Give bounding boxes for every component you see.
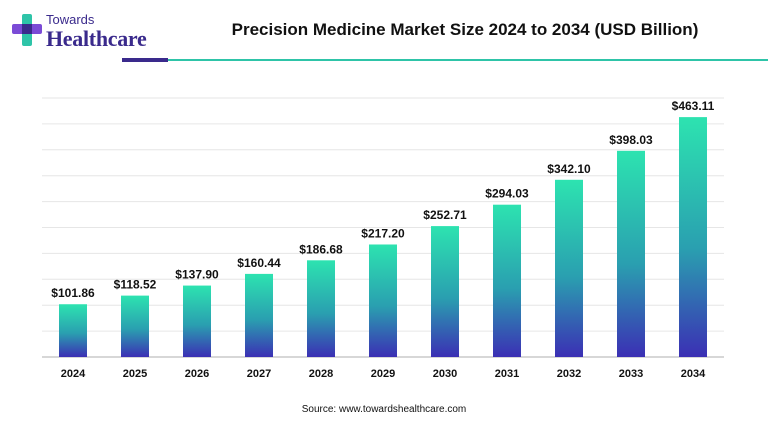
title-underline-accent [122, 58, 168, 62]
x-tick-labels: 2024 2025 2026 2027 2028 2029 2030 2031 2032 2033… [61, 368, 706, 380]
bar-2027 [245, 273, 273, 357]
bar-2034 [679, 117, 707, 358]
logo-cross-icon [12, 14, 42, 46]
bar-2033 [617, 150, 645, 357]
bar-2030 [431, 226, 459, 357]
bar-2032 [555, 179, 583, 357]
bar-2031 [493, 204, 521, 357]
x-tick-label-2031: 2031 [495, 368, 519, 380]
x-tick-label-2034: 2034 [681, 368, 706, 380]
title-underline [168, 59, 768, 61]
value-label-2030: $252.71 [423, 208, 467, 222]
bar-2028 [307, 260, 335, 357]
x-tick-label-2027: 2027 [247, 368, 271, 380]
chart-title: Precision Medicine Market Size 2024 to 2… [231, 20, 699, 39]
value-label-2025: $118.52 [114, 278, 157, 292]
bar-2024 [59, 304, 87, 357]
x-tick-label-2033: 2033 [619, 368, 643, 380]
source-note: Source: www.towardshealthcare.com [301, 404, 467, 415]
value-label-2031: $294.03 [485, 187, 529, 201]
bar-2029 [369, 244, 397, 357]
value-label-2028: $186.68 [299, 242, 343, 256]
bars [59, 117, 707, 358]
value-label-2032: $342.10 [547, 162, 591, 176]
brand-logo: Towards Healthcare [12, 8, 162, 54]
value-label-2029: $217.20 [361, 226, 405, 240]
logo-text-top: Towards [46, 12, 95, 27]
value-labels: $101.86 $118.52 $137.90 $160.44 $186.68 $217.… [51, 99, 714, 300]
x-tick-label-2024: 2024 [61, 368, 86, 380]
bar-2026 [183, 285, 211, 357]
x-tick-label-2032: 2032 [557, 368, 581, 380]
value-label-2024: $101.86 [51, 286, 95, 300]
x-tick-label-2029: 2029 [371, 368, 395, 380]
x-tick-label-2028: 2028 [309, 368, 333, 380]
bar-2025 [121, 295, 149, 357]
x-tick-label-2030: 2030 [433, 368, 457, 380]
logo-text-main: Healthcare [46, 26, 147, 51]
value-label-2026: $137.90 [175, 268, 219, 282]
value-label-2034: $463.11 [672, 99, 715, 113]
value-label-2027: $160.44 [237, 256, 281, 270]
x-tick-label-2026: 2026 [185, 368, 209, 380]
x-tick-label-2025: 2025 [123, 368, 147, 380]
value-label-2033: $398.03 [609, 133, 653, 147]
